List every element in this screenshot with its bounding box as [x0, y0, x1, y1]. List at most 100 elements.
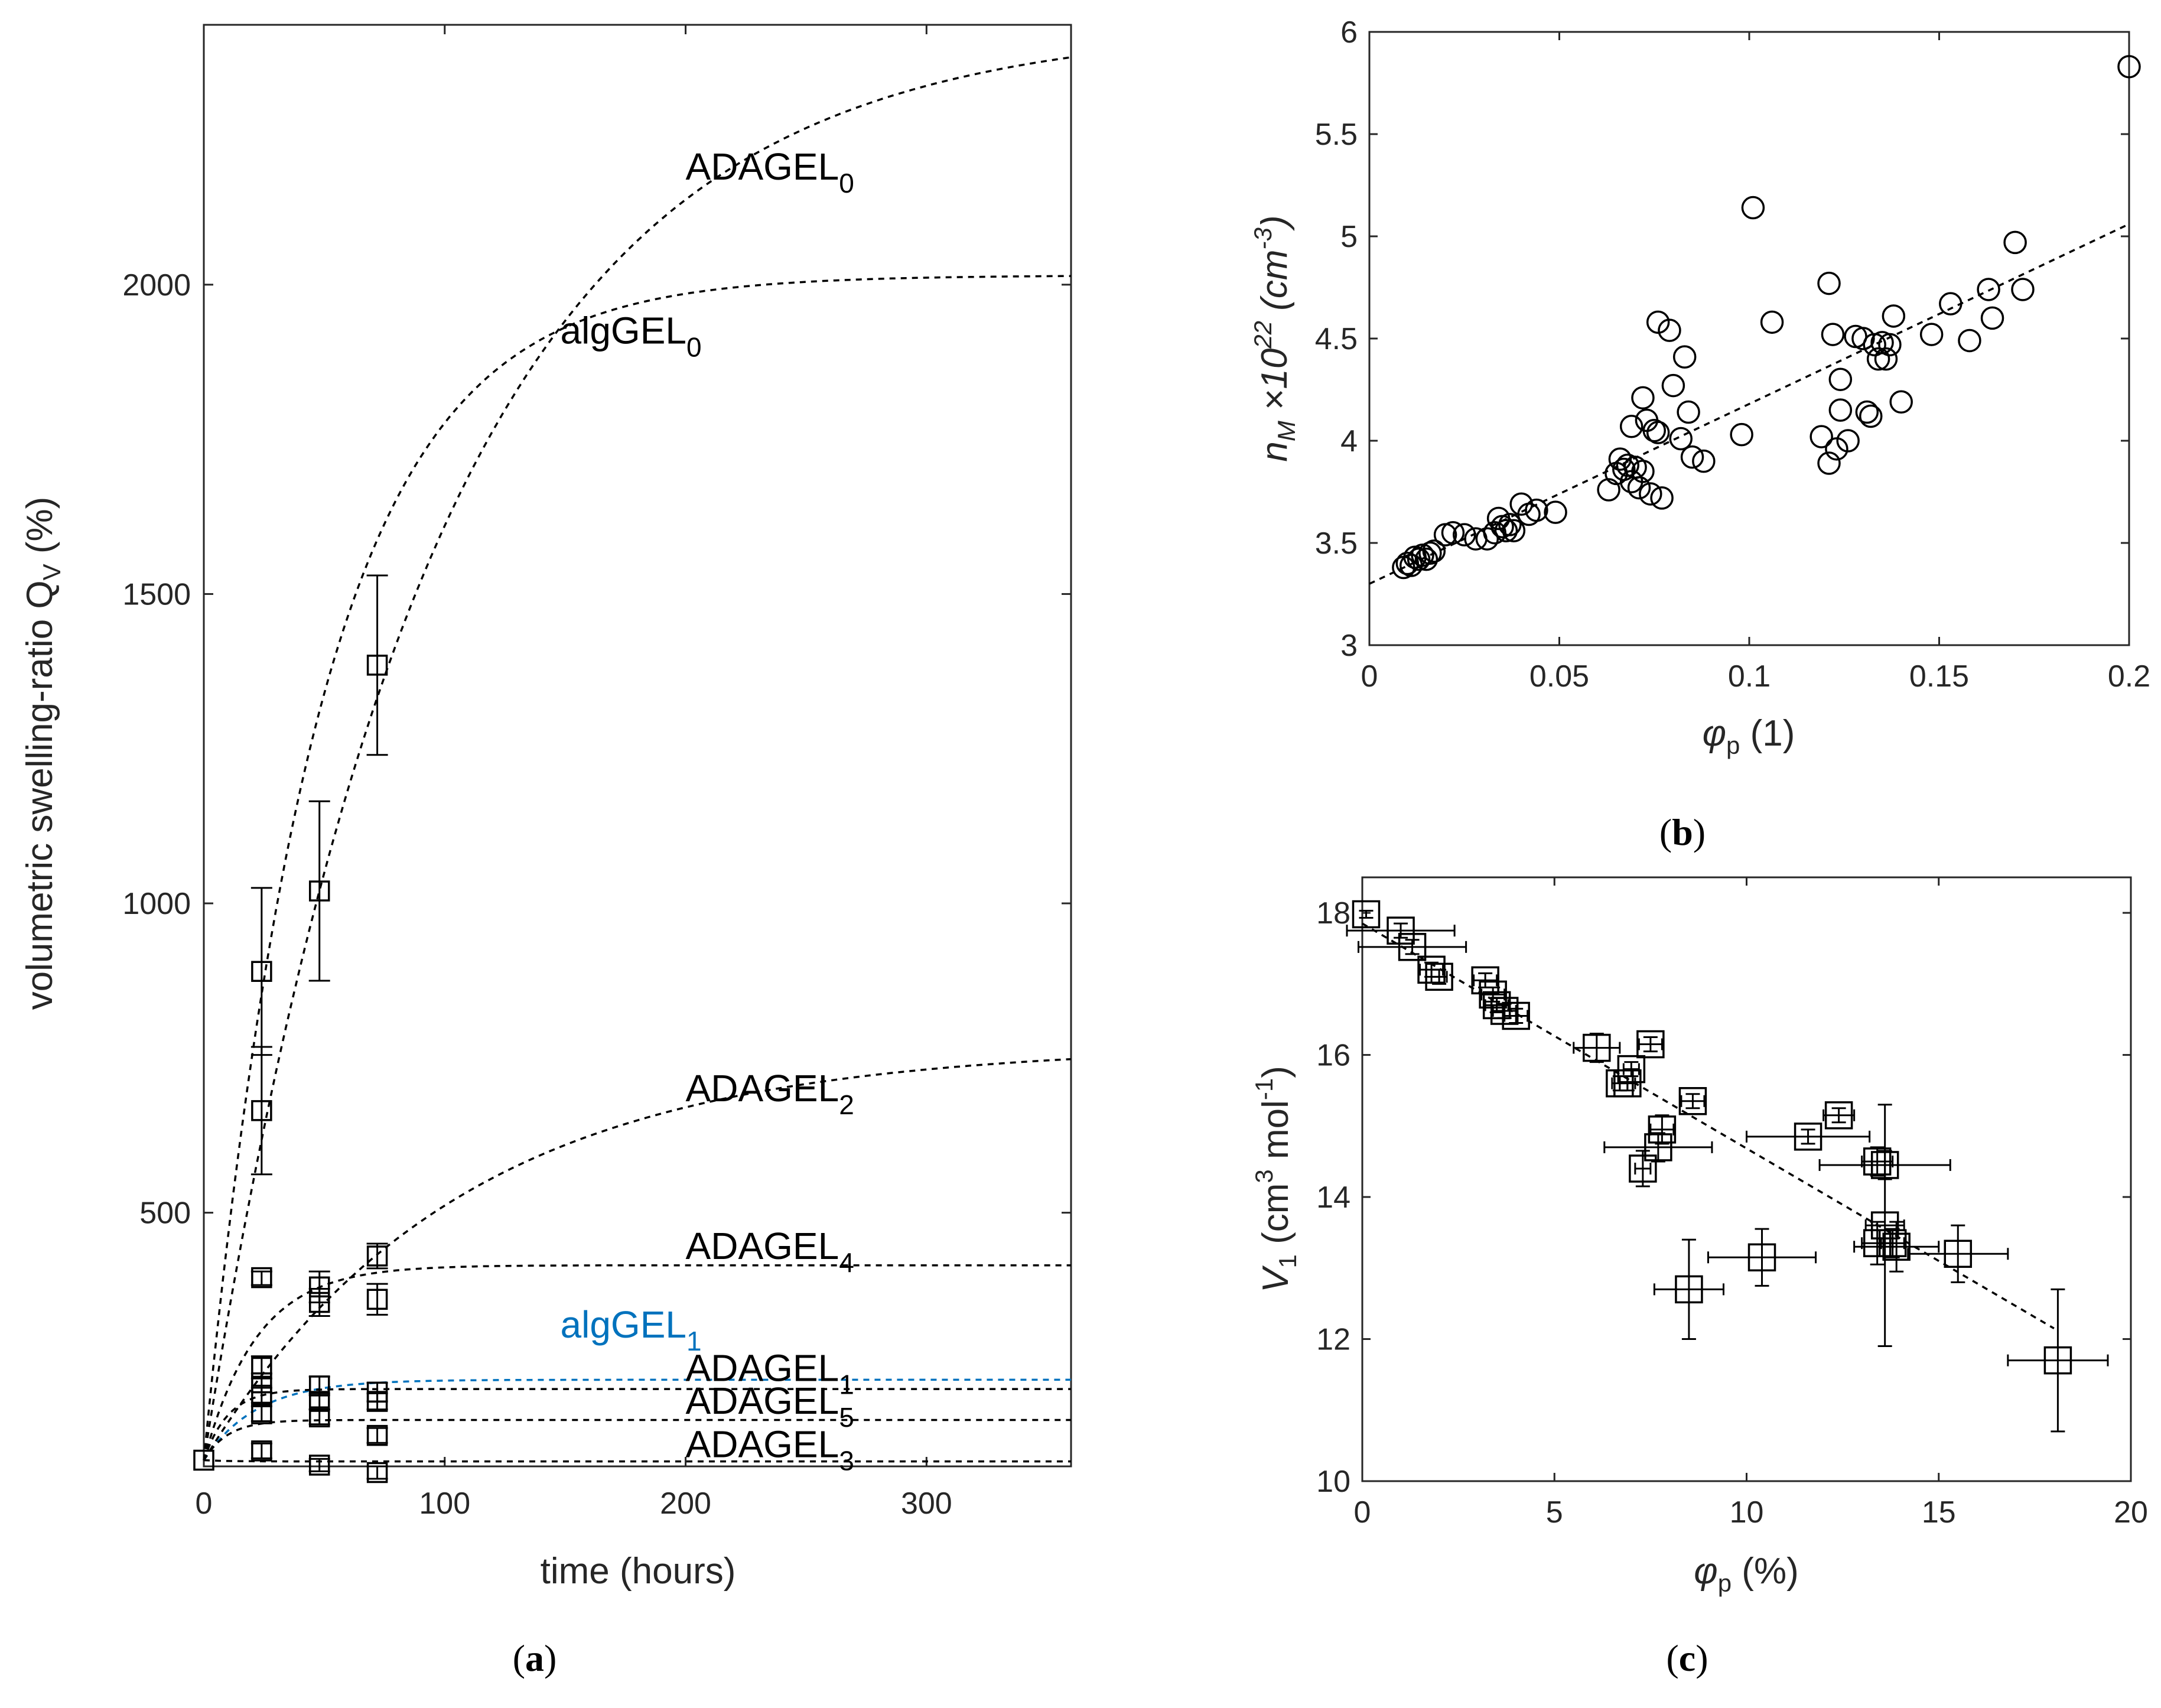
- panel-b-data-point: [1498, 513, 1522, 536]
- panel-c-ylabel: V1 (cm3 mol-1): [1250, 1066, 1301, 1293]
- panel-b-data-point: [1646, 421, 1670, 444]
- panel-b-data-point: [1692, 449, 1716, 473]
- panel-c-ytick-label: 10: [1316, 1465, 1350, 1499]
- panel-a-curve-label: algGEL1: [561, 1303, 702, 1356]
- panel-b-data-point: [1817, 451, 1841, 475]
- panel-b-data-point: [1821, 323, 1845, 346]
- panel-c-data-point: [1675, 1275, 1703, 1304]
- panel-b-data-point: [1859, 404, 1883, 428]
- panel-c-ytick-label: 18: [1316, 896, 1350, 931]
- panel-a-xlabel: time (hours): [541, 1551, 736, 1592]
- panel-c-data-point: [2043, 1346, 2072, 1375]
- panel-b-ytick-label: 5.5: [1315, 118, 1358, 152]
- panel-b-xtick-label: 0.1: [1728, 659, 1771, 694]
- panel-a-ytick-label: 1000: [122, 887, 191, 921]
- panel-a-fit-curve: [203, 1378, 1071, 1461]
- panel-c-data-point: [1471, 966, 1499, 995]
- panel-b-data-point: [1525, 498, 1548, 522]
- panel-a-data-point: [366, 1245, 388, 1267]
- panel-b-xtick-label: 0.05: [1529, 659, 1589, 694]
- panel-a-data-point: [251, 1267, 272, 1289]
- panel-b-data-point: [1494, 519, 1518, 542]
- panel-a-curve-label: ADAGEL1: [686, 1346, 854, 1400]
- panel-b-ylabel: nM ×1022 (cm-3): [1249, 215, 1300, 461]
- panel-a-fit-curve: [203, 1388, 1071, 1461]
- panel-b-axes-frame: [1368, 31, 2130, 646]
- panel-b-ytick-label: 6: [1340, 15, 1358, 50]
- panel-c-data-point: [1878, 1229, 1907, 1257]
- panel-b-data-point: [1631, 386, 1655, 410]
- panel-a-data-point: [308, 880, 330, 902]
- panel-b-data-point: [1889, 390, 1913, 414]
- panel-a-curve-label: ADAGEL4: [686, 1225, 854, 1278]
- panel-a-data-point: [251, 1100, 272, 1121]
- panel-c-fit-line: [1362, 922, 2055, 1330]
- panel-c-data-point: [1870, 1211, 1899, 1239]
- panel-c-data-point: [1648, 1115, 1677, 1144]
- panel-b-data-point: [2003, 230, 2027, 255]
- panel-b-data-point: [1741, 196, 1765, 220]
- panel-a-ytick-label: 1500: [122, 577, 191, 611]
- panel-a-data-point: [251, 961, 272, 982]
- panel-c-data-point: [1425, 962, 1453, 991]
- panel-c-data-point: [1490, 997, 1519, 1025]
- panel-b-data-point: [2117, 55, 2141, 79]
- panel-b-fit-line: [1369, 223, 2130, 585]
- panel-c-data-point: [1794, 1123, 1822, 1151]
- panel-a-xtick-label: 200: [660, 1486, 711, 1521]
- panel-c-data-point: [1747, 1243, 1776, 1272]
- panel-c-data-point: [1824, 1101, 1853, 1130]
- panel-b-data-point: [1730, 422, 1753, 447]
- panel-a-caption: (a): [513, 1637, 557, 1679]
- panel-b-data-point: [1809, 425, 1833, 448]
- panel-a-fit-curve: [203, 1058, 1072, 1461]
- panel-b-data-point: [1672, 345, 1697, 369]
- panel-a-data-point: [366, 1462, 388, 1483]
- panel-b-data-point: [1874, 347, 1898, 371]
- panel-b-data-point: [1502, 519, 1526, 542]
- panel-a-data-point: [193, 1449, 214, 1471]
- panel-a-data-point: [251, 1403, 272, 1424]
- panel-c-data-point: [1583, 1033, 1611, 1062]
- panel-a-curve-label: ADAGEL0: [686, 145, 854, 199]
- panel-b-data-point: [1851, 327, 1875, 350]
- panel-c-data-point: [1387, 916, 1415, 945]
- panel-b: 0 0.05 0.1 0.15 0.2 3 3.5 4 4.5 5 5.5 6 φp (1) nM ×…: [1249, 15, 2150, 853]
- panel-b-data-point: [1414, 547, 1439, 571]
- panel-a-data-point: [366, 655, 388, 676]
- panel-a-curve-label: algGEL0: [561, 309, 702, 362]
- panel-c-data-point: [1398, 933, 1427, 961]
- panel-a-curve-label: ADAGEL2: [686, 1067, 854, 1120]
- panel-c-data-point: [1613, 1069, 1642, 1098]
- panel-a-fit-curve: [203, 1264, 1071, 1460]
- panel-b-data-point: [1483, 520, 1506, 545]
- panel-a-data-point: [366, 1289, 388, 1310]
- panel-b-data-point: [1669, 427, 1693, 451]
- panel-a: 0 100 200 300 500 1000 1500 2000 ADAGEL0 algGEL0…: [19, 24, 1072, 1679]
- panel-a-ytick-label: 2000: [122, 268, 191, 302]
- panel-c-data-point: [1678, 1086, 1707, 1115]
- panel-b-data-point: [1650, 486, 1674, 510]
- panel-c-ytick-label: 16: [1316, 1039, 1350, 1073]
- panel-b-data-point: [1866, 347, 1890, 371]
- panel-c-caption: (c): [1666, 1637, 1708, 1679]
- panel-b-data-point: [1631, 460, 1655, 483]
- panel-a-fit-curve: [203, 1459, 1071, 1463]
- panel-b-data-point: [1958, 328, 1981, 353]
- panel-b-data-point: [1418, 541, 1442, 565]
- panel-a-xtick-label: 100: [419, 1486, 470, 1521]
- panel-c-data-point: [1502, 1001, 1530, 1030]
- panel-b-data-point: [1441, 520, 1465, 545]
- panel-c-xtick-label: 0: [1354, 1495, 1371, 1530]
- panel-b-ytick-label: 3.5: [1315, 526, 1358, 561]
- panel-a-data-point: [308, 1406, 330, 1427]
- panel-c-xlabel: φp (%): [1694, 1551, 1798, 1597]
- panel-a-axes-frame: [203, 24, 1072, 1468]
- panel-a-curve-label: ADAGEL3: [686, 1423, 854, 1476]
- panel-b-data-point: [1608, 447, 1632, 471]
- panel-c-data-point: [1482, 991, 1511, 1020]
- panel-b-data-point: [1977, 278, 2000, 301]
- panel-b-data-point: [1939, 292, 1963, 315]
- panel-c-xtick-label: 20: [2114, 1495, 2148, 1530]
